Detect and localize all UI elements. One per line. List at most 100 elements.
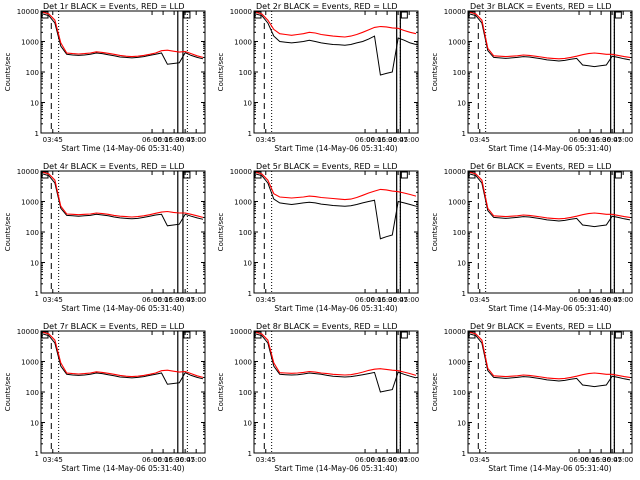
chart-title: Det 3r BLACK = Events, RED = LLD (470, 2, 612, 11)
y-tick-label: 10000 (444, 8, 466, 16)
y-axis-label: Counts/sec (431, 53, 439, 92)
x-axis-label: Start Time (14-May-06 05:31:40) (488, 464, 611, 473)
x-tick-label: 06:00 (142, 296, 162, 304)
lld-rate-line (42, 331, 204, 378)
y-tick-label: 10 (243, 260, 252, 268)
x-tick-label: 06:15 (366, 296, 386, 304)
y-tick-label: 1 (248, 290, 252, 298)
plot-frame (253, 330, 419, 454)
x-tick-label: 03:45 (43, 296, 63, 304)
chart-title: Det 7r BLACK = Events, RED = LLD (43, 322, 185, 331)
y-tick-label: 1000 (234, 39, 252, 47)
lld-rate-line (42, 11, 204, 58)
x-tick-label: 06:45 (602, 456, 622, 464)
lld-rate-line (255, 11, 417, 38)
x-tick-label: 07:00 (613, 136, 633, 144)
chart-panel: Det 1r BLACK = Events, RED = LLD 1 10 100 10… (4, 2, 206, 153)
y-tick-label: 10000 (230, 8, 252, 16)
chart-panel: Det 7r BLACK = Events, RED = LLD 1 10 100 10… (4, 322, 206, 473)
x-tick-label: 06:45 (388, 296, 408, 304)
y-tick-label: 1000 (234, 199, 252, 207)
corner-box (400, 11, 408, 19)
x-axis-label: Start Time (14-May-06 05:31:40) (61, 464, 184, 473)
plot-frame (467, 170, 633, 294)
y-tick-label: 1000 (234, 359, 252, 367)
y-tick-label: 10 (457, 100, 466, 108)
x-tick-label: 06:00 (355, 456, 375, 464)
x-tick-label: 03:45 (43, 456, 63, 464)
y-tick-label: 100 (453, 229, 466, 237)
x-tick-label: 07:00 (399, 456, 419, 464)
y-axis-label: Counts/sec (217, 53, 225, 92)
plot-frame (40, 10, 206, 134)
x-tick-label: 06:30 (591, 296, 611, 304)
lld-rate-line (469, 331, 631, 380)
x-tick-label: 06:00 (355, 136, 375, 144)
x-tick-label: 06:30 (164, 296, 184, 304)
y-tick-label: 10 (243, 100, 252, 108)
y-tick-label: 10 (30, 420, 39, 428)
y-tick-label: 100 (453, 69, 466, 77)
plot-frame (467, 330, 633, 454)
x-tick-label: 03:45 (470, 136, 490, 144)
event-rate-line (469, 333, 631, 388)
plot-frame (467, 10, 633, 134)
lld-rate-line (255, 171, 417, 201)
x-tick-label: 06:15 (580, 296, 600, 304)
x-tick-label: 06:15 (366, 136, 386, 144)
plot-frame (253, 170, 419, 294)
corner-box (183, 11, 191, 19)
lld-rate-line (255, 331, 417, 376)
y-tick-label: 10 (30, 260, 39, 268)
chart-title: Det 1r BLACK = Events, RED = LLD (43, 2, 185, 11)
corner-box (400, 331, 408, 339)
x-tick-label: 03:45 (43, 136, 63, 144)
event-rate-line (469, 13, 631, 68)
x-tick-label: 06:30 (164, 456, 184, 464)
y-tick-label: 1 (35, 290, 39, 298)
x-tick-label: 03:45 (470, 456, 490, 464)
corner-box (614, 11, 622, 19)
y-tick-label: 10 (30, 100, 39, 108)
chart-panel: Det 3r BLACK = Events, RED = LLD 1 10 100 10… (431, 2, 633, 153)
y-tick-label: 100 (239, 69, 252, 77)
chart-title: Det 6r BLACK = Events, RED = LLD (470, 162, 612, 171)
y-tick-label: 100 (239, 229, 252, 237)
y-tick-label: 1000 (448, 359, 466, 367)
x-tick-label: 03:45 (256, 456, 276, 464)
x-tick-label: 06:30 (591, 136, 611, 144)
lld-rate-line (42, 171, 204, 218)
event-rate-line (42, 13, 204, 65)
x-tick-label: 07:00 (399, 136, 419, 144)
x-tick-label: 06:45 (602, 296, 622, 304)
plot-frame (253, 10, 419, 134)
chart-panel: Det 6r BLACK = Events, RED = LLD 1 10 100 10… (431, 162, 633, 313)
y-axis-label: Counts/sec (431, 373, 439, 412)
x-tick-label: 06:45 (175, 296, 195, 304)
event-rate-line (255, 173, 417, 240)
chart-title: Det 8r BLACK = Events, RED = LLD (256, 322, 398, 331)
y-tick-label: 10000 (444, 328, 466, 336)
y-axis-label: Counts/sec (4, 373, 12, 412)
y-tick-label: 100 (26, 229, 39, 237)
chart-title: Det 4r BLACK = Events, RED = LLD (43, 162, 185, 171)
x-tick-label: 06:15 (580, 456, 600, 464)
x-tick-label: 03:45 (256, 296, 276, 304)
y-tick-label: 1000 (21, 199, 39, 207)
corner-box (400, 171, 408, 179)
y-tick-label: 100 (26, 389, 39, 397)
x-axis-label: Start Time (14-May-06 05:31:40) (488, 304, 611, 313)
y-axis-label: Counts/sec (217, 373, 225, 412)
x-tick-label: 06:30 (377, 456, 397, 464)
chart-title: Det 9r BLACK = Events, RED = LLD (470, 322, 612, 331)
event-rate-line (42, 333, 204, 385)
chart-panel: Det 8r BLACK = Events, RED = LLD 1 10 100 10… (217, 322, 419, 473)
x-tick-label: 07:00 (186, 296, 206, 304)
x-tick-label: 03:45 (256, 136, 276, 144)
corner-box (614, 331, 622, 339)
x-axis-label: Start Time (14-May-06 05:31:40) (61, 144, 184, 153)
y-tick-label: 1 (462, 290, 466, 298)
chart-panel: Det 5r BLACK = Events, RED = LLD 1 10 100 10… (217, 162, 419, 313)
y-axis-label: Counts/sec (431, 213, 439, 252)
